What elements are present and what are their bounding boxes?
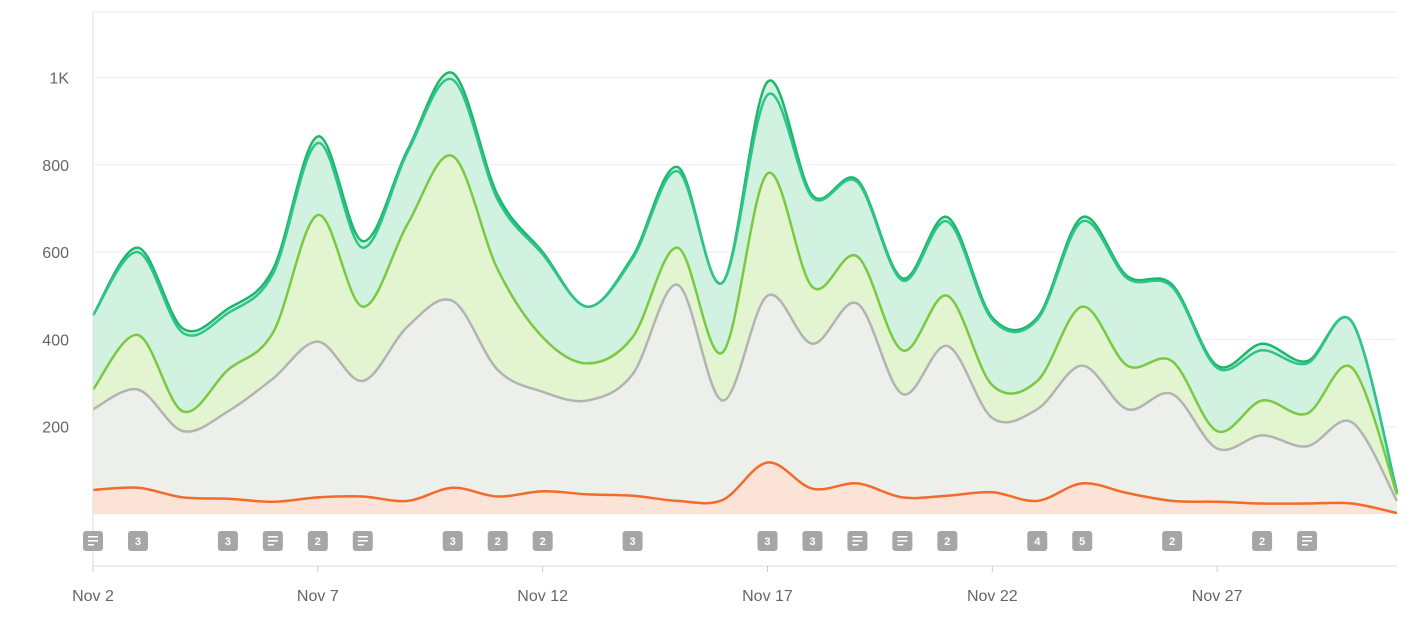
annotation-marker[interactable]: 2 [307, 531, 328, 551]
marker-count: 3 [764, 536, 770, 548]
x-tick-label: Nov 2 [72, 588, 114, 605]
series-lines [91, 71, 1399, 515]
x-tick-label: Nov 27 [1192, 588, 1243, 605]
series-2-line [91, 154, 1399, 495]
annotation-marker[interactable] [352, 531, 373, 551]
annotation-marker[interactable] [847, 531, 868, 551]
y-tick-label: 600 [42, 245, 69, 262]
annotation-marker[interactable]: 2 [1252, 531, 1273, 551]
series-1-line [91, 77, 1399, 493]
x-tick-label: Nov 22 [967, 588, 1018, 605]
y-axis-ticks: 200 400 600 800 1K [42, 70, 69, 436]
marker-box[interactable] [442, 531, 463, 551]
note-icon [852, 536, 863, 546]
x-tick-label: Nov 17 [742, 588, 793, 605]
note-icon [267, 536, 278, 546]
annotation-marker[interactable]: 3 [802, 531, 823, 551]
marker-count: 2 [1259, 536, 1265, 548]
note-icon [897, 536, 908, 546]
annotation-marker[interactable] [1297, 531, 1318, 551]
marker-box[interactable] [127, 531, 148, 551]
marker-count: 3 [225, 536, 231, 548]
annotation-marker[interactable]: 2 [487, 531, 508, 551]
marker-count: 5 [1079, 536, 1085, 548]
marker-count: 3 [450, 536, 456, 548]
series-3-line [92, 283, 1399, 502]
note-icon [357, 536, 368, 546]
marker-box[interactable] [1027, 531, 1048, 551]
marker-box[interactable] [217, 531, 238, 551]
annotation-marker[interactable]: 2 [937, 531, 958, 551]
y-tick-label: 800 [42, 158, 69, 175]
annotation-marker[interactable]: 3 [757, 531, 778, 551]
annotation-marker[interactable]: 3 [217, 531, 238, 551]
annotation-marker[interactable]: 2 [532, 531, 553, 551]
marker-box[interactable] [622, 531, 643, 551]
marker-box[interactable] [937, 531, 958, 551]
note-icon [1302, 536, 1313, 546]
marker-box[interactable] [487, 531, 508, 551]
marker-count: 2 [495, 536, 501, 548]
annotation-marker[interactable]: 4 [1027, 531, 1048, 551]
note-icon [88, 536, 98, 546]
marker-count: 3 [135, 536, 141, 548]
marker-box[interactable] [1162, 531, 1183, 551]
x-axis-ticks: Nov 2 Nov 7 Nov 12 Nov 17 Nov 22 Nov 27 [72, 566, 1243, 605]
annotation-marker[interactable]: 3 [127, 531, 148, 551]
series-4-line [92, 461, 1398, 515]
x-tick-label: Nov 12 [517, 588, 568, 605]
annotation-marker[interactable] [83, 531, 103, 551]
marker-count: 2 [944, 536, 950, 548]
annotation-markers[interactable]: 3 3 2 3 2 2 3 3 3 2 4 5 2 2 [83, 531, 1318, 551]
series-3-area [93, 284, 1397, 514]
axes [92, 12, 1397, 567]
series-areas [93, 72, 1397, 515]
series-4-area [93, 462, 1397, 514]
marker-count: 3 [809, 536, 815, 548]
marker-count: 3 [630, 536, 636, 548]
marker-box[interactable] [1072, 531, 1093, 551]
annotation-marker[interactable]: 5 [1072, 531, 1093, 551]
marker-box[interactable] [532, 531, 553, 551]
marker-count: 2 [315, 536, 321, 548]
marker-box[interactable] [1252, 531, 1273, 551]
annotation-marker[interactable] [262, 531, 283, 551]
annotation-marker[interactable]: 3 [442, 531, 463, 551]
y-tick-label: 200 [42, 420, 69, 437]
y-tick-label: 1K [49, 70, 69, 87]
marker-count: 4 [1034, 536, 1041, 548]
marker-box[interactable] [307, 531, 328, 551]
marker-count: 2 [1169, 536, 1175, 548]
annotation-marker[interactable] [892, 531, 913, 551]
annotation-marker[interactable]: 2 [1162, 531, 1183, 551]
x-tick-label: Nov 7 [297, 588, 339, 605]
marker-box[interactable] [757, 531, 778, 551]
y-tick-label: 400 [42, 332, 69, 349]
marker-count: 2 [540, 536, 546, 548]
annotation-marker[interactable]: 3 [622, 531, 643, 551]
marker-box[interactable] [802, 531, 823, 551]
